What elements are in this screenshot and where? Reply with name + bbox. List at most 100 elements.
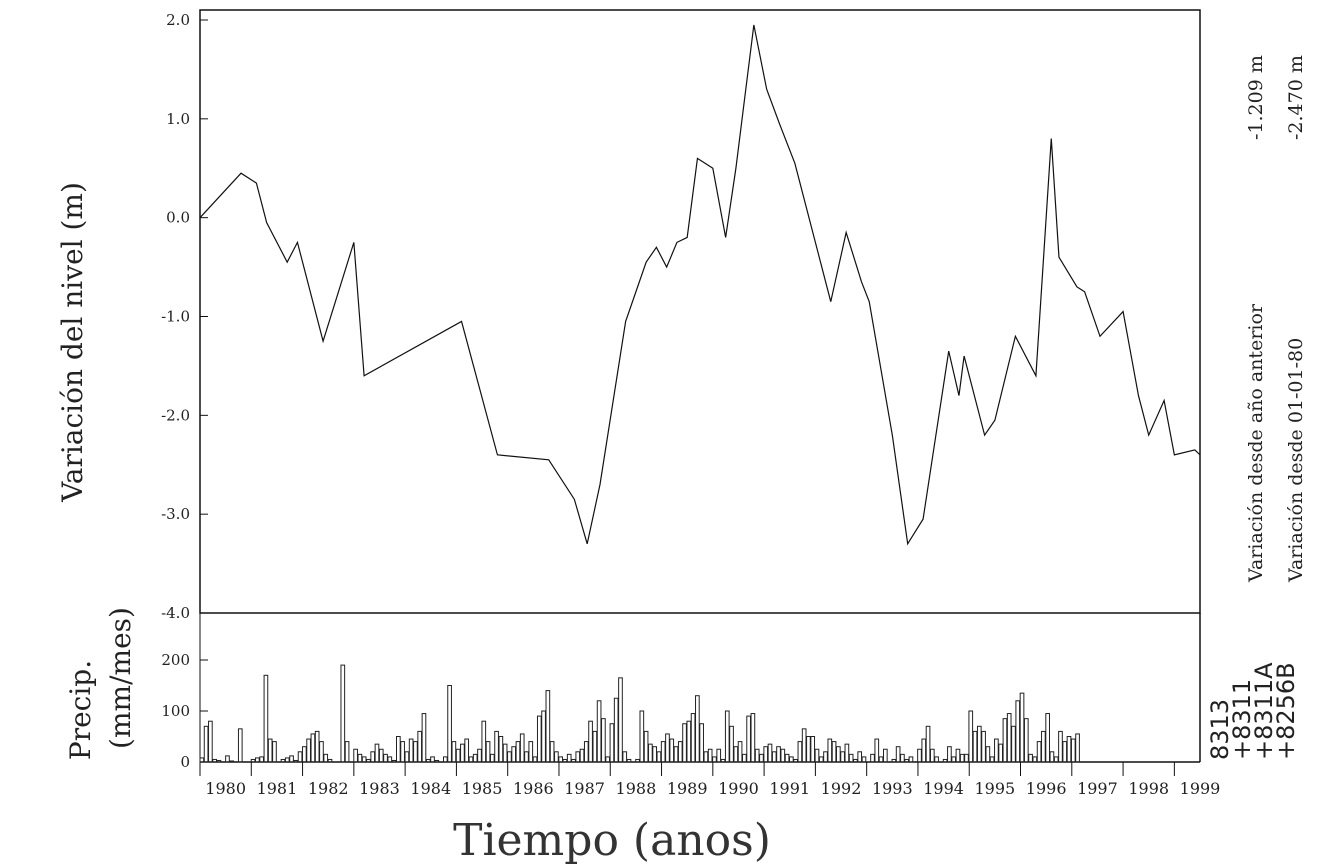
precip-bar: [293, 759, 299, 763]
precip-bar: [703, 751, 709, 763]
level-plot-frame: [199, 9, 1201, 614]
precip-bar: [588, 720, 593, 763]
precip-bar: [955, 748, 961, 763]
precip-y-axis-label-line1: Precip.: [64, 660, 97, 760]
precip-bar: [378, 748, 384, 763]
precip-bar: [908, 756, 914, 763]
precip-bar: [1062, 741, 1068, 763]
precip-bar: [1041, 730, 1046, 763]
x-tick-label: 1997: [1077, 779, 1118, 798]
precip-bar: [391, 759, 397, 763]
precip-bar: [1070, 738, 1076, 763]
precip-bar: [1023, 718, 1029, 763]
precip-bar: [601, 718, 606, 763]
precip-bar: [840, 751, 845, 763]
precip-bar: [259, 756, 264, 763]
precip-bar: [677, 741, 683, 763]
precip-bar: [737, 741, 743, 763]
precip-bar: [874, 738, 880, 763]
precip-bar: [545, 690, 551, 763]
precip-bar: [673, 746, 679, 763]
precip-bar: [652, 746, 657, 763]
precip-bar: [724, 710, 730, 763]
precip-bar: [814, 748, 820, 763]
precip-bar: [460, 743, 465, 763]
precip-bar: [357, 753, 363, 763]
precip-bar: [413, 741, 418, 763]
level-series-line: [199, 24, 1201, 546]
precip-bar: [387, 756, 393, 763]
precip-bar: [784, 753, 790, 763]
precip-bar: [904, 758, 910, 763]
precip-bar: [267, 738, 273, 763]
station-label-8256b: +8256B: [1272, 662, 1300, 760]
precip-bar: [797, 741, 803, 763]
precip-bar: [686, 720, 692, 763]
x-tick-label: 1984: [410, 779, 451, 798]
precip-bar: [947, 746, 952, 763]
station-label-8311: +8311: [1228, 679, 1256, 760]
precip-bar: [917, 748, 922, 763]
x-tick-label: 1994: [923, 779, 964, 798]
precip-bar: [583, 741, 589, 763]
precip-bar: [361, 756, 367, 763]
precip-bar: [793, 758, 798, 763]
precip-bar: [690, 713, 696, 763]
precip-bar: [972, 730, 978, 763]
precip-bar: [494, 730, 499, 763]
precip-bar: [861, 756, 867, 763]
precip-bar: [929, 748, 935, 763]
precip-bar: [976, 725, 982, 763]
precip-bar: [468, 756, 474, 763]
precip-bar: [981, 730, 986, 763]
precip-bar: [729, 725, 734, 763]
precip-bar: [447, 685, 452, 763]
precip-bar: [519, 733, 525, 763]
precip-bar: [831, 741, 837, 763]
x-tick-label: 1986: [513, 779, 554, 798]
precip-bar: [481, 720, 487, 763]
precip-bar: [417, 730, 423, 763]
variation-since-start-label: Variación desde 01-01-80: [1285, 338, 1307, 583]
precip-bar: [250, 758, 256, 763]
precip-bar: [284, 757, 290, 763]
precip-bar: [609, 723, 615, 763]
precip-bar: [823, 751, 828, 763]
precip-bar: [1066, 736, 1072, 763]
precip-bar: [900, 753, 905, 763]
precip-bar: [208, 720, 213, 763]
precip-bar: [421, 713, 427, 763]
precip-y-tick-label: 200: [161, 651, 190, 669]
precip-y-ticks: 200 100 0: [161, 651, 208, 771]
precip-bar: [237, 728, 243, 763]
precip-bar: [1075, 733, 1080, 763]
precip-bar: [810, 736, 816, 763]
precip-bar: [648, 743, 653, 763]
precip-y-axis-label-line2: (mm/mes): [104, 607, 137, 749]
precip-bar: [558, 756, 564, 763]
precip-bar: [699, 723, 704, 763]
precip-bar: [985, 746, 991, 763]
level-y-tick-label: 1.0: [166, 110, 190, 128]
precip-bar: [592, 730, 598, 763]
precip-bar: [853, 758, 858, 763]
x-tick-label: 1993: [872, 779, 913, 798]
precip-bar: [596, 700, 602, 763]
precip-bar: [1019, 692, 1025, 763]
precip-bar: [669, 738, 675, 763]
precip-bar: [716, 748, 722, 763]
precip-bar: [344, 741, 350, 763]
precip-bar: [562, 758, 568, 763]
precip-bar: [366, 758, 371, 763]
precip-bar: [968, 710, 974, 763]
precip-bar: [502, 743, 508, 763]
precip-bar: [536, 715, 542, 763]
level-y-tick-label: -1.0: [161, 308, 190, 326]
precip-bar: [934, 756, 939, 763]
precip-bar: [789, 756, 794, 763]
precip-bar: [925, 725, 931, 763]
precip-bar: [848, 753, 854, 763]
level-y-tick-label: 2.0: [166, 11, 190, 29]
precip-bar: [682, 723, 687, 763]
